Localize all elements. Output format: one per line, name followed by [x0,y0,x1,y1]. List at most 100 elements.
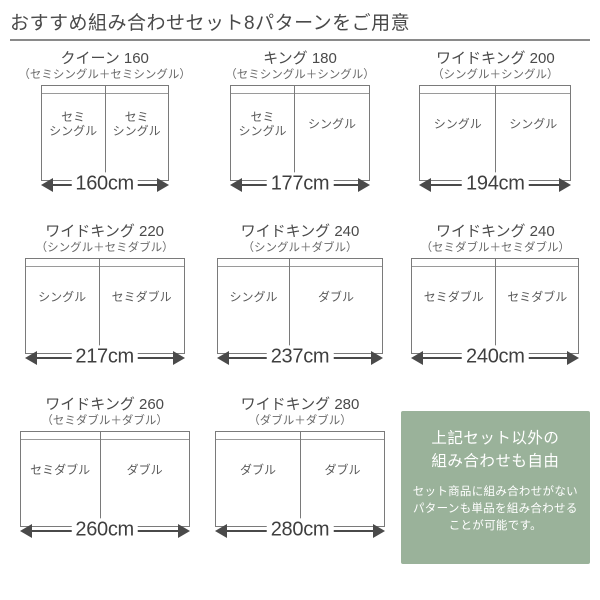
width-label: 260cm [71,518,138,541]
bed-half-right: ダブル [289,259,382,353]
bed-half-right: シングル [495,86,570,180]
headboard-line [290,259,382,267]
bed-half-left: セミダブル [21,432,100,526]
bed-diagram: セミダブル ダブル 260cm [20,429,190,553]
width-label: 217cm [71,345,138,368]
mattress-label: セミシングル [47,111,99,139]
pattern-cell: ワイドキング 200（シングル＋シングル） シングル シングル 194cm [401,51,590,218]
arrow-right-icon [567,351,579,365]
bed-outline: セミシングルセミシングル [41,85,169,181]
mattress-label: セミシングル [111,111,163,139]
pattern-cell: ワイドキング 280（ダブル＋ダブル） ダブル ダブル 280cm [205,397,394,564]
width-arrow: 240cm [411,344,579,372]
bed-diagram: ダブル ダブル 280cm [215,429,385,553]
mattress-label: セミダブル [422,291,486,305]
headboard-line [106,86,168,94]
bed-outline: セミシングルシングル [230,85,370,181]
pattern-name: ワイドキング 280 [241,397,360,414]
pattern-combo: （シングル＋セミダブル） [36,242,174,255]
bed-half-right: セミダブル [99,259,184,353]
bed-diagram: セミシングルシングル177cm [230,83,370,207]
pattern-combo: （セミシングル＋セミシングル） [18,69,191,82]
bed-diagram: シングル セミダブル 217cm [25,256,185,380]
pattern-cell: キング 180（セミシングル＋シングル）セミシングルシングル177cm [205,51,394,218]
arrow-left-icon [41,178,53,192]
bed-half-left: シングル [218,259,289,353]
bed-outline: セミダブル ダブル [20,431,190,527]
mattress-label: ダブル [125,464,165,478]
page-title: おすすめ組み合わせセット8パターンをご用意 [10,8,590,41]
arrow-right-icon [178,524,190,538]
headboard-line [26,259,99,267]
pattern-name: ワイドキング 240 [241,224,360,241]
arrow-left-icon [20,524,32,538]
pattern-name: クイーン 160 [60,51,148,68]
pattern-combo: （セミダブル＋ダブル） [41,415,168,428]
bed-half-left: セミダブル [412,259,495,353]
headboard-line [420,86,495,94]
bed-half-right: セミシングル [105,86,168,180]
arrow-left-icon [230,178,242,192]
mattress-label: ダブル [238,464,278,478]
arrow-right-icon [559,178,571,192]
arrow-right-icon [358,178,370,192]
arrow-left-icon [419,178,431,192]
headboard-line [101,432,189,440]
info-cell: 上記セット以外の組み合わせも自由セット商品に組み合わせがないパターンも単品を組み… [401,397,590,564]
pattern-combo: （シングル＋ダブル） [242,242,357,255]
headboard-line [496,86,570,94]
arrow-left-icon [215,524,227,538]
pattern-name: キング 180 [263,51,337,68]
bed-outline: セミダブルセミダブル [411,258,579,354]
headboard-line [231,86,294,94]
arrow-left-icon [25,351,37,365]
arrow-right-icon [157,178,169,192]
width-arrow: 280cm [215,517,385,545]
pattern-combo: （シングル＋シングル） [432,69,559,82]
width-arrow: 194cm [419,171,571,199]
info-body: セット商品に組み合わせがないパターンも単品を組み合わせることが可能です。 [411,484,580,536]
headboard-line [21,432,100,440]
bed-half-left: セミシングル [42,86,105,180]
info-box: 上記セット以外の組み合わせも自由セット商品に組み合わせがないパターンも単品を組み… [401,411,590,564]
headboard-line [218,259,289,267]
pattern-cell: ワイドキング 260（セミダブル＋ダブル） セミダブル ダブル 260cm [10,397,199,564]
pattern-name: ワイドキング 260 [45,397,164,414]
pattern-name: ワイドキング 200 [436,51,555,68]
pattern-name: ワイドキング 220 [45,224,164,241]
width-label: 177cm [267,172,334,195]
mattress-label: シングル [36,291,88,305]
mattress-label: シングル [228,291,280,305]
bed-diagram: セミシングルセミシングル160cm [41,83,169,207]
width-arrow: 260cm [20,517,190,545]
width-label: 194cm [462,172,529,195]
width-label: 280cm [267,518,334,541]
bed-half-left: シングル [420,86,495,180]
bed-half-left: セミシングル [231,86,294,180]
arrow-right-icon [173,351,185,365]
mattress-label: セミダブル [110,291,174,305]
mattress-label: ダブル [322,464,362,478]
mattress-label: シングル [432,118,484,132]
arrow-left-icon [411,351,423,365]
bed-diagram: シングル シングル 194cm [419,83,571,207]
width-arrow: 177cm [230,171,370,199]
bed-half-left: ダブル [216,432,300,526]
mattress-label: シングル [507,118,559,132]
bed-diagram: セミダブルセミダブル240cm [411,256,579,380]
bed-half-right: ダブル [100,432,189,526]
bed-diagram: シングルダブル237cm [217,256,383,380]
bed-half-left: シングル [26,259,99,353]
headboard-line [100,259,184,267]
width-label: 237cm [267,345,334,368]
width-arrow: 237cm [217,344,383,372]
bed-half-right: シングル [294,86,369,180]
pattern-combo: （ダブル＋ダブル） [248,415,352,428]
width-label: 240cm [462,345,529,368]
headboard-line [412,259,495,267]
bed-half-right: ダブル [300,432,384,526]
bed-outline: シングル セミダブル [25,258,185,354]
pattern-cell: クイーン 160（セミシングル＋セミシングル）セミシングルセミシングル160cm [10,51,199,218]
bed-outline: シングルダブル [217,258,383,354]
pattern-combo: （セミシングル＋シングル） [225,69,375,82]
